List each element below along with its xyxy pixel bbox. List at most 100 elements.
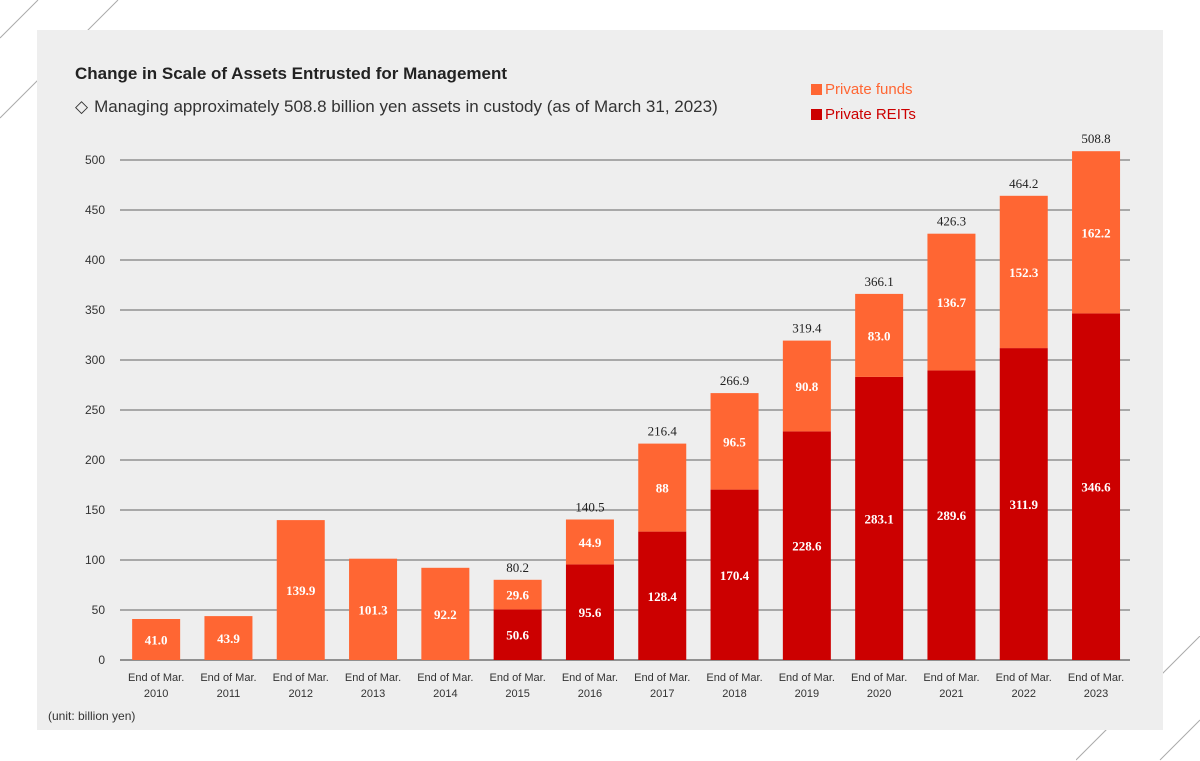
bar-funds-4 — [421, 567, 470, 660]
x-tick-label-line2-2: 2012 — [289, 688, 313, 700]
x-tick-label-line2-5: 2015 — [505, 688, 529, 700]
bar-reits-9 — [782, 431, 831, 660]
bar-label-funds-5: 29.6 — [506, 588, 529, 603]
x-tick-label-line2-12: 2022 — [1012, 688, 1036, 700]
bar-label-funds-9: 90.8 — [795, 379, 818, 394]
x-tick-label-line2-3: 2013 — [361, 688, 385, 700]
y-tick-label-500: 500 — [85, 153, 105, 167]
bar-label-reits-9: 228.6 — [792, 539, 822, 554]
x-tick-label-line1-0: End of Mar. — [128, 672, 184, 684]
bar-label-reits-5: 50.6 — [506, 628, 529, 643]
x-tick-label-line1-9: End of Mar. — [779, 672, 835, 684]
bar-label-funds-11: 136.7 — [937, 295, 967, 310]
legend-swatch-private-funds — [811, 84, 822, 95]
bar-label-funds-4: 92.2 — [434, 607, 457, 622]
x-tick-label-line2-10: 2020 — [867, 688, 891, 700]
total-label-13: 508.8 — [1081, 131, 1110, 146]
bar-funds-1 — [204, 616, 253, 660]
x-tick-label-line2-11: 2021 — [939, 688, 963, 700]
x-tick-label-line2-4: 2014 — [433, 688, 457, 700]
bar-label-funds-3: 101.3 — [358, 602, 388, 617]
bar-funds-12 — [999, 195, 1048, 349]
bar-reits-12 — [999, 348, 1048, 660]
bar-label-reits-8: 170.4 — [720, 568, 750, 583]
bar-funds-10 — [855, 293, 904, 377]
total-label-6: 140.5 — [575, 500, 604, 515]
bar-funds-7 — [638, 443, 687, 532]
x-tick-label-line2-7: 2017 — [650, 688, 674, 700]
y-tick-label-200: 200 — [85, 453, 105, 467]
x-tick-label-line2-0: 2010 — [144, 688, 168, 700]
legend-swatch-private-reits — [811, 109, 822, 120]
bar-label-funds-6: 44.9 — [579, 535, 602, 550]
bar-funds-3 — [349, 558, 398, 660]
bar-label-funds-1: 43.9 — [217, 631, 240, 646]
bar-label-funds-2: 139.9 — [286, 583, 316, 598]
total-label-5: 80.2 — [506, 560, 529, 575]
x-tick-label-line2-13: 2023 — [1084, 688, 1108, 700]
x-tick-label-line1-11: End of Mar. — [923, 672, 979, 684]
bar-label-reits-7: 128.4 — [648, 589, 678, 604]
x-tick-label-line1-10: End of Mar. — [851, 672, 907, 684]
y-tick-label-300: 300 — [85, 353, 105, 367]
bar-label-funds-13: 162.2 — [1081, 225, 1110, 240]
total-label-12: 464.2 — [1009, 176, 1038, 191]
x-tick-label-line2-1: 2011 — [217, 688, 241, 700]
bar-funds-5 — [493, 579, 542, 610]
legend-item-private-funds: Private funds — [811, 77, 916, 102]
bar-funds-9 — [782, 340, 831, 432]
bar-funds-11 — [927, 233, 976, 371]
bar-reits-6 — [565, 564, 614, 660]
bar-funds-0 — [132, 619, 181, 660]
total-label-7: 216.4 — [648, 424, 678, 439]
x-tick-label-line1-5: End of Mar. — [490, 672, 546, 684]
total-label-11: 426.3 — [937, 214, 966, 229]
y-tick-label-150: 150 — [85, 503, 105, 517]
bar-reits-7 — [638, 531, 687, 660]
y-tick-label-250: 250 — [85, 403, 105, 417]
x-tick-label-line1-7: End of Mar. — [634, 672, 690, 684]
chart-subtitle: ◇ Managing approximately 508.8 billion ye… — [75, 97, 718, 117]
bar-reits-8 — [710, 489, 759, 660]
x-tick-label-line2-8: 2018 — [722, 688, 746, 700]
bar-label-reits-12: 311.9 — [1009, 497, 1038, 512]
bar-label-funds-12: 152.3 — [1009, 265, 1039, 280]
y-tick-label-450: 450 — [85, 203, 105, 217]
bar-label-reits-6: 95.6 — [579, 605, 602, 620]
total-label-9: 319.4 — [792, 321, 822, 336]
bar-funds-2 — [276, 520, 325, 660]
bar-reits-10 — [855, 376, 904, 660]
bar-funds-8 — [710, 393, 759, 490]
legend-label-private-funds: Private funds — [825, 81, 913, 98]
bar-funds-13 — [1072, 151, 1121, 314]
bar-reits-5 — [493, 609, 542, 660]
x-tick-label-line1-1: End of Mar. — [200, 672, 256, 684]
bar-label-reits-11: 289.6 — [937, 508, 967, 523]
bar-funds-6 — [565, 519, 614, 565]
x-tick-label-line1-3: End of Mar. — [345, 672, 401, 684]
x-tick-label-line2-9: 2019 — [795, 688, 819, 700]
legend: Private funds Private REITs — [811, 77, 916, 127]
bar-reits-11 — [927, 370, 976, 660]
y-tick-label-400: 400 — [85, 253, 105, 267]
diamond-icon: ◇ — [75, 97, 89, 116]
y-tick-label-50: 50 — [92, 603, 106, 617]
y-tick-label-0: 0 — [98, 653, 105, 667]
bar-reits-13 — [1072, 313, 1121, 660]
total-label-10: 366.1 — [865, 274, 894, 289]
unit-note: (unit: billion yen) — [48, 709, 136, 723]
x-tick-label-line1-6: End of Mar. — [562, 672, 618, 684]
subtitle-text: Managing approximately 508.8 billion yen… — [94, 97, 718, 116]
y-tick-label-100: 100 — [85, 553, 105, 567]
y-tick-label-350: 350 — [85, 303, 105, 317]
bar-label-reits-10: 283.1 — [865, 511, 894, 526]
x-tick-label-line1-13: End of Mar. — [1068, 672, 1124, 684]
chart-title: Change in Scale of Assets Entrusted for … — [75, 64, 508, 83]
bar-label-funds-0: 41.0 — [145, 633, 168, 648]
legend-label-private-reits: Private REITs — [825, 106, 916, 123]
x-tick-label-line1-8: End of Mar. — [706, 672, 762, 684]
bar-label-funds-10: 83.0 — [868, 328, 891, 343]
legend-item-private-reits: Private REITs — [811, 102, 916, 127]
bar-label-funds-8: 96.5 — [723, 434, 746, 449]
